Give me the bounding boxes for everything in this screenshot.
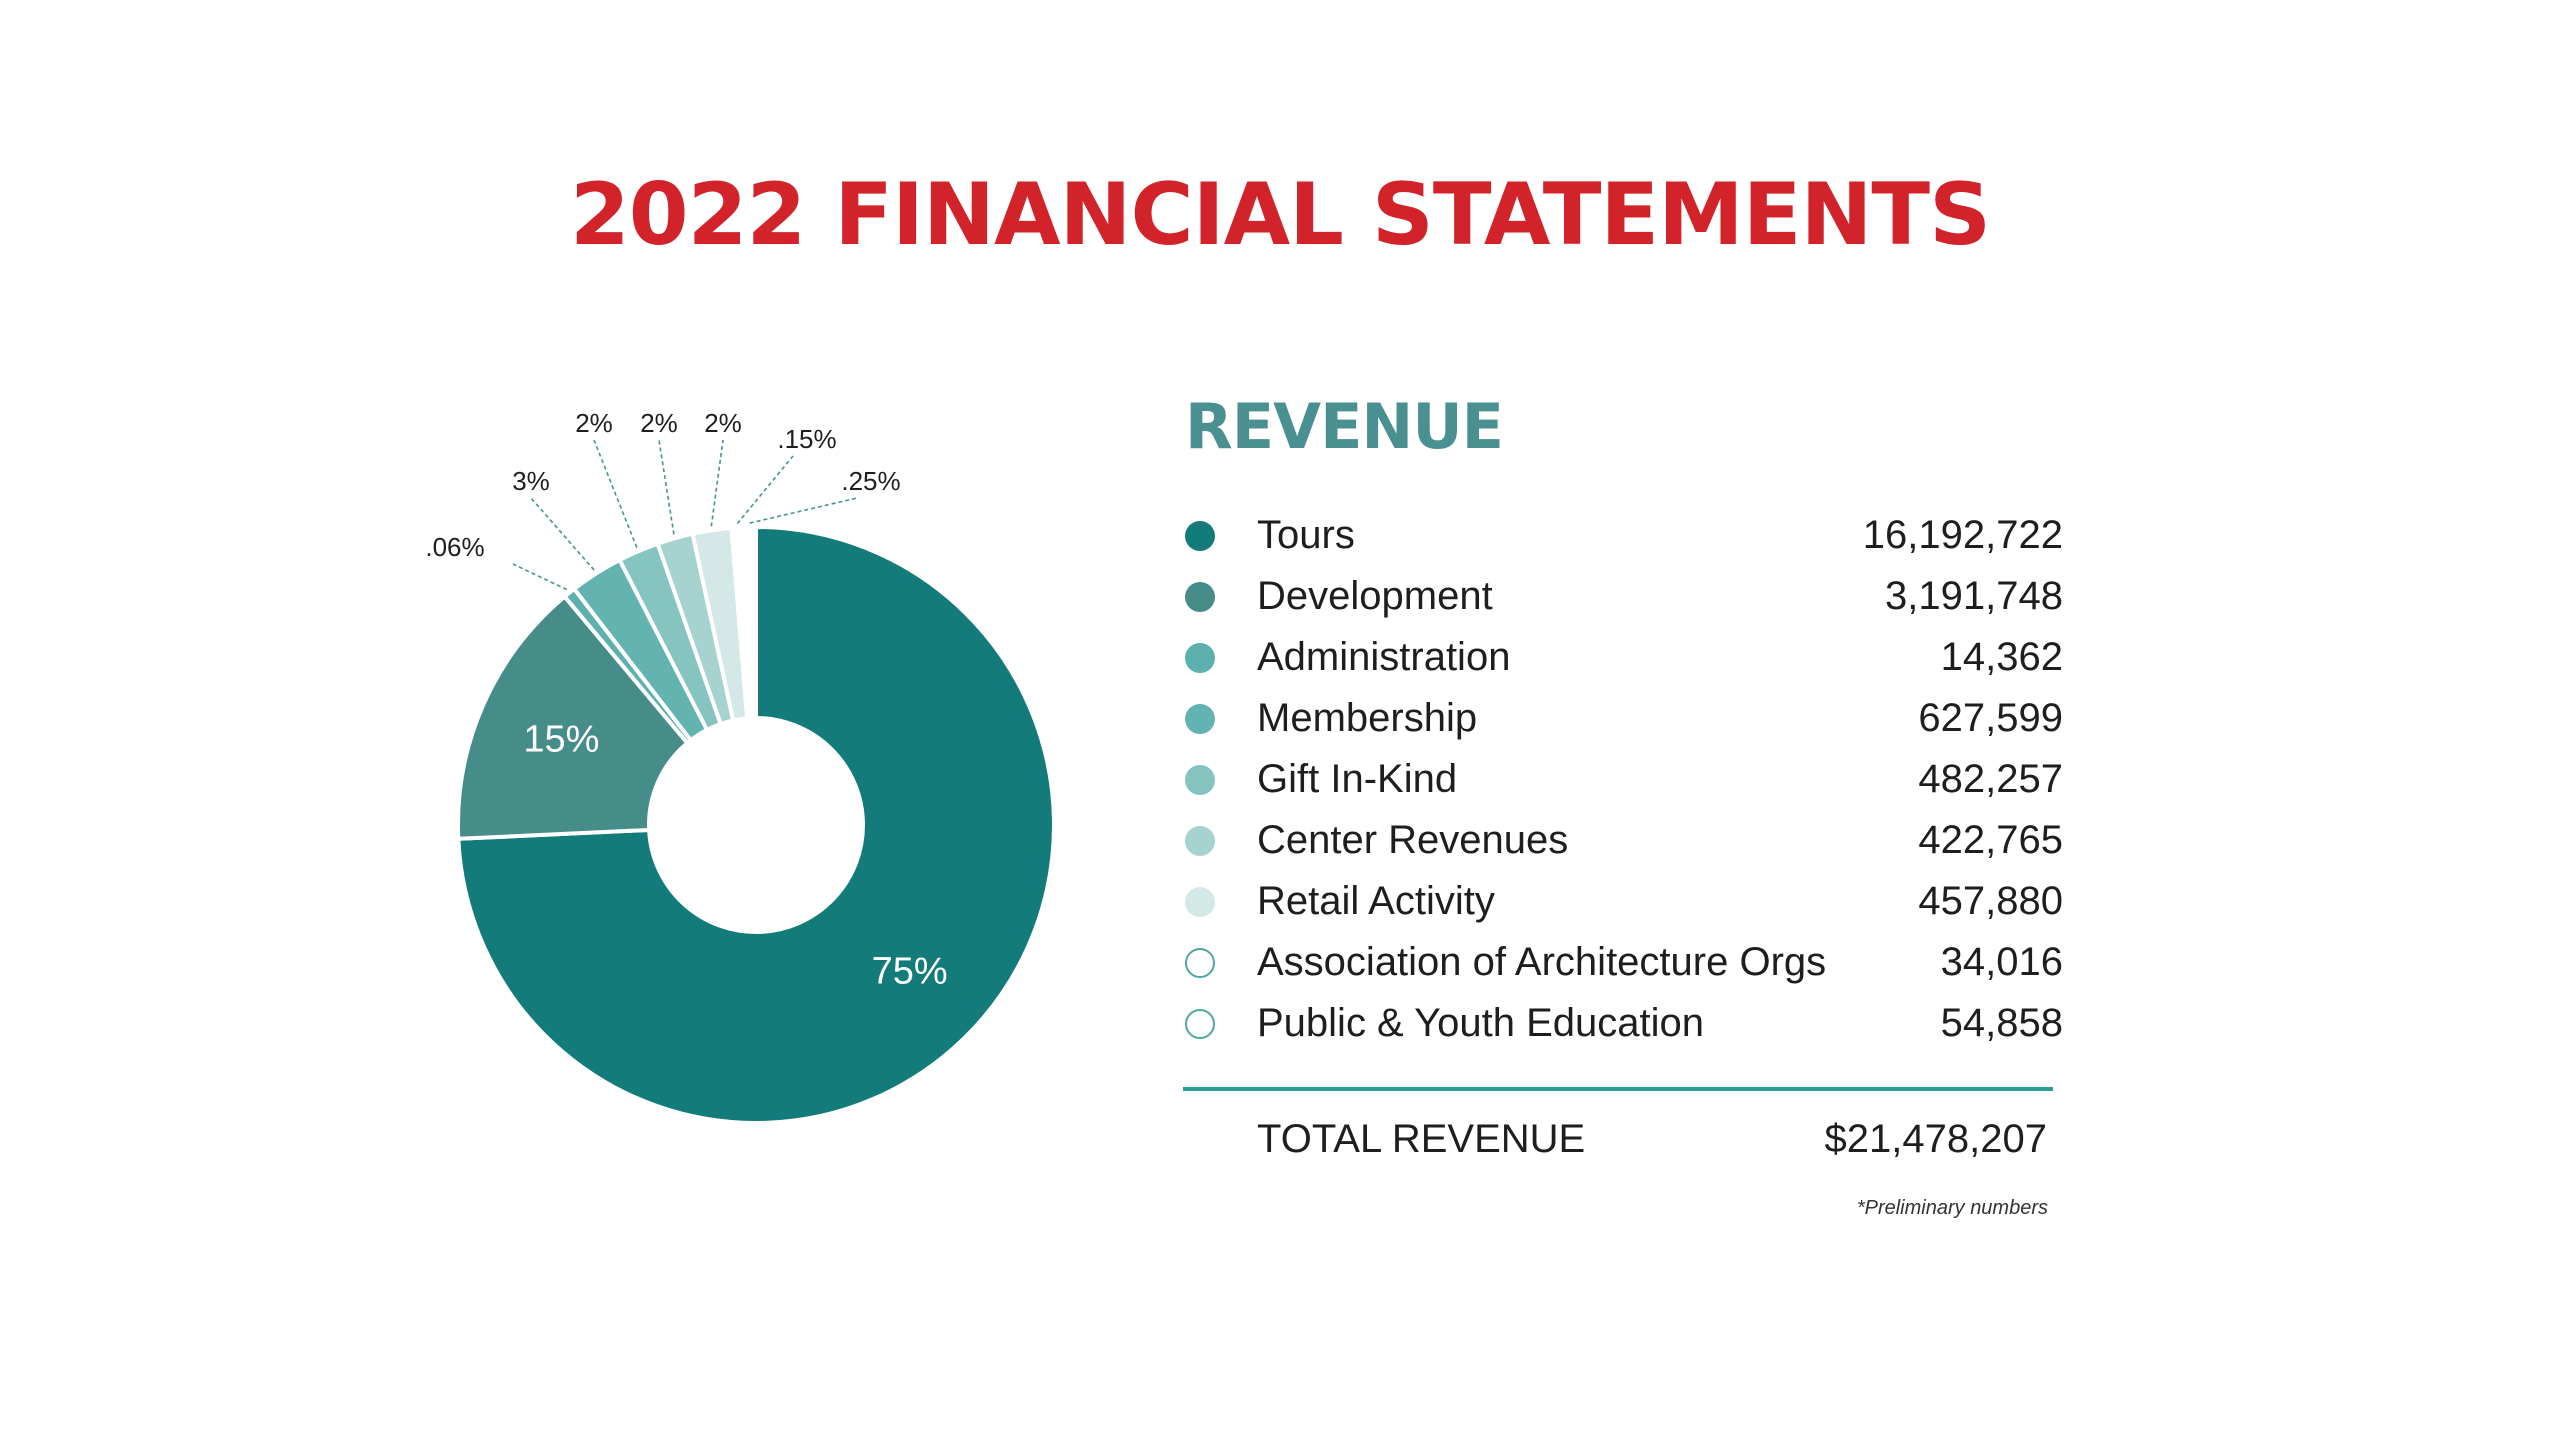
legend-label: Association of Architecture Orgs (1257, 940, 1827, 984)
legend-swatch (1185, 947, 1215, 978)
legend-swatch (1185, 1008, 1215, 1039)
leader-line (736, 455, 794, 525)
legend-row: Retail Activity 457,880 (1183, 871, 2063, 932)
legend-label: Public & Youth Education (1257, 1001, 1705, 1045)
legend-value: 54,858 (1940, 1001, 2063, 1045)
legend-label: Development (1257, 574, 1493, 618)
legend-value: 16,192,722 (1862, 513, 2063, 557)
legend-row: Public & Youth Education 54,858 (1183, 993, 2063, 1054)
legend-label: Tours (1257, 513, 1355, 557)
legend-swatch (1185, 825, 1215, 856)
legend-row: Gift In-Kind 482,257 (1183, 749, 2063, 810)
slice-label: 2% (704, 408, 742, 438)
legend-label: Retail Activity (1257, 879, 1495, 923)
legend-swatch (1185, 886, 1215, 917)
legend-label: Administration (1257, 635, 1511, 679)
slice-label: 2% (575, 408, 613, 438)
legend-row: Association of Architecture Orgs 34,016 (1183, 932, 2063, 993)
legend-value: 457,880 (1918, 879, 2063, 923)
legend-swatch (1185, 764, 1215, 795)
total-revenue-value: $21,478,207 (1824, 1117, 2047, 1161)
legend-swatch (1185, 520, 1215, 551)
total-row: TOTAL REVENUE $21,478,207 (1257, 1117, 2047, 1162)
legend-value: 627,599 (1918, 696, 2063, 740)
legend-row: Development 3,191,748 (1183, 566, 2063, 627)
revenue-legend: Tours 16,192,722 Development 3,191,748 Admin… (1183, 505, 2063, 1054)
slice-label: .15% (777, 424, 836, 454)
legend-value: 3,191,748 (1885, 574, 2063, 618)
revenue-heading: REVENUE (1185, 390, 1504, 463)
legend-label: Gift In-Kind (1257, 757, 1458, 801)
slice-label: 15% (523, 719, 599, 761)
total-revenue-label: TOTAL REVENUE (1257, 1117, 1586, 1161)
donut-slice (741, 524, 758, 721)
legend-value: 34,016 (1940, 940, 2063, 984)
leader-line (530, 497, 595, 571)
legend-row: Membership 627,599 (1183, 688, 2063, 749)
legend-value: 14,362 (1940, 635, 2063, 679)
donut-slice (456, 524, 1056, 1125)
leader-line (749, 497, 858, 524)
total-divider (1183, 1087, 2053, 1091)
legend-swatch (1185, 581, 1215, 612)
footnote: *Preliminary numbers (1856, 1197, 2048, 1219)
slice-label: .25% (841, 466, 900, 496)
slice-label: .06% (425, 532, 484, 562)
legend-row: Center Revenues 422,765 (1183, 810, 2063, 871)
legend-row: Tours 16,192,722 (1183, 505, 2063, 566)
donut-slice (456, 593, 691, 841)
legend-swatch (1185, 703, 1215, 734)
legend-value: 482,257 (1918, 757, 2063, 801)
legend-value: 422,765 (1918, 818, 2063, 862)
slice-label: 75% (872, 951, 948, 993)
revenue-donut-chart: 75% 15% .06% 3% 2% 2% 2% .15%.25% (425, 408, 1056, 1125)
slice-label: 3% (512, 466, 550, 496)
legend-row: Administration 14,362 (1183, 627, 2063, 688)
leader-line (658, 439, 675, 535)
leader-line (512, 563, 568, 591)
legend-label: Membership (1257, 696, 1478, 740)
legend-label: Center Revenues (1257, 818, 1569, 862)
page-title: 2022 FINANCIAL STATEMENTS (569, 165, 1991, 265)
leader-line (710, 439, 724, 527)
legend-swatch (1185, 642, 1215, 673)
slice-label: 2% (640, 408, 678, 438)
leader-line (593, 439, 638, 548)
